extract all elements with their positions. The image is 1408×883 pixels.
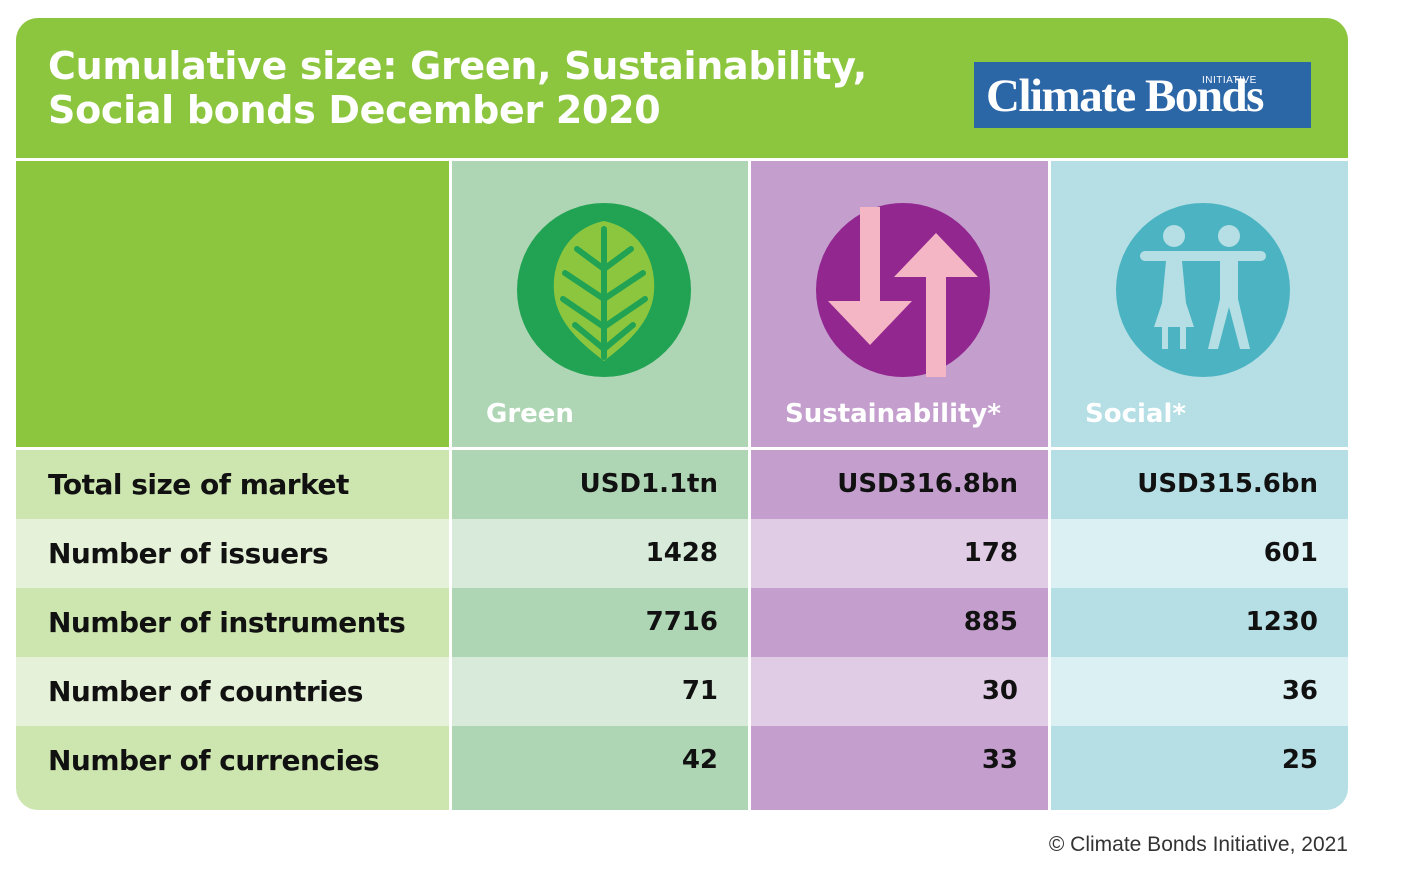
value-cell-green: USD1.1tn <box>452 450 748 519</box>
up-down-arrows-icon <box>816 203 990 377</box>
header-banner: Cumulative size: Green, Sustainability, … <box>16 18 1348 158</box>
people-icon <box>1116 203 1290 377</box>
value-cell-green: 7716 <box>452 588 748 657</box>
data-value: 885 <box>963 607 1018 637</box>
value-cell-sustainability: USD316.8bn <box>751 450 1048 519</box>
green-header-cell: Green <box>452 161 748 447</box>
data-value: 36 <box>1281 676 1318 706</box>
row-label: Number of issuers <box>48 537 329 570</box>
data-value: 25 <box>1281 745 1318 775</box>
value-cell-sustainability: 30 <box>751 657 1048 726</box>
row-label-cell: Number of currencies <box>16 726 449 810</box>
sustainability-header-cell: Sustainability* <box>751 161 1048 447</box>
value-cell-sustainability: 885 <box>751 588 1048 657</box>
value-cell-social: USD315.6bn <box>1051 450 1348 519</box>
value-cell-green: 42 <box>452 726 748 810</box>
value-cell-green: 71 <box>452 657 748 726</box>
title-line-2: Social bonds December 2020 <box>48 88 661 132</box>
value-cell-social: 1230 <box>1051 588 1348 657</box>
data-value: 30 <box>981 676 1018 706</box>
data-value: 601 <box>1263 538 1318 568</box>
row-label-cell: Total size of market <box>16 450 449 519</box>
data-value: USD316.8bn <box>837 469 1018 499</box>
value-cell-social: 25 <box>1051 726 1348 810</box>
data-value: 7716 <box>645 607 718 637</box>
chart-title: Cumulative size: Green, Sustainability, … <box>48 44 867 132</box>
data-value: 42 <box>681 745 718 775</box>
climate-bonds-logo: Climate Bonds INITIATIVE <box>974 62 1311 128</box>
row-label-cell: Number of issuers <box>16 519 449 588</box>
value-cell-sustainability: 33 <box>751 726 1048 810</box>
leaf-icon <box>517 203 691 377</box>
row-label: Number of countries <box>48 675 363 708</box>
value-cell-green: 1428 <box>452 519 748 588</box>
copyright-note: © Climate Bonds Initiative, 2021 <box>1048 833 1348 856</box>
row-label-cell: Number of countries <box>16 657 449 726</box>
data-value: 71 <box>681 676 718 706</box>
data-value: 1230 <box>1245 607 1318 637</box>
data-value: USD1.1tn <box>579 469 718 499</box>
corner-header-cell <box>16 161 449 447</box>
title-line-1: Cumulative size: Green, Sustainability, <box>48 44 867 88</box>
data-value: USD315.6bn <box>1137 469 1318 499</box>
row-label: Number of instruments <box>48 606 406 639</box>
row-label-cell: Number of instruments <box>16 588 449 657</box>
value-cell-social: 601 <box>1051 519 1348 588</box>
data-value: 178 <box>963 538 1018 568</box>
row-label: Number of currencies <box>48 744 380 777</box>
column-header-green: Green <box>486 399 574 429</box>
row-label: Total size of market <box>48 468 349 501</box>
data-value: 1428 <box>645 538 718 568</box>
social-header-cell: Social* <box>1051 161 1348 447</box>
bond-summary-card: Cumulative size: Green, Sustainability, … <box>16 18 1348 810</box>
value-cell-social: 36 <box>1051 657 1348 726</box>
data-value: 33 <box>981 745 1018 775</box>
column-header-sustainability: Sustainability* <box>785 399 1001 429</box>
column-header-social: Social* <box>1085 399 1186 429</box>
logo-sub-text: INITIATIVE <box>1202 75 1257 86</box>
value-cell-sustainability: 178 <box>751 519 1048 588</box>
logo-main-text: Climate Bonds <box>986 70 1264 122</box>
